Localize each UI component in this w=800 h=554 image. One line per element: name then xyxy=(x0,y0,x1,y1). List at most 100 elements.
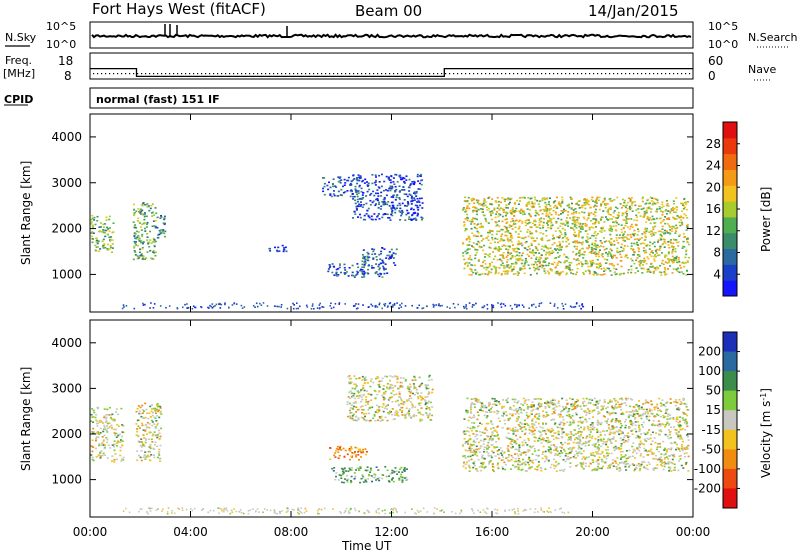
heatmap-cell xyxy=(650,218,653,221)
heatmap-cell xyxy=(90,219,93,221)
heatmap-cell xyxy=(495,213,498,215)
heatmap-cell xyxy=(670,230,673,233)
heatmap-cell xyxy=(520,254,523,257)
heatmap-cell xyxy=(596,465,599,468)
heatmap-cell xyxy=(593,244,596,247)
heatmap-cell xyxy=(93,411,96,414)
heatmap-cell xyxy=(464,263,466,265)
heatmap-cell xyxy=(350,412,353,414)
heatmap-cell xyxy=(147,426,150,429)
heatmap-cell xyxy=(387,201,390,203)
heatmap-cell xyxy=(328,266,331,269)
heatmap-cell xyxy=(624,255,627,258)
heatmap-cell xyxy=(622,234,624,237)
heatmap-cell xyxy=(582,402,585,405)
heatmap-cell xyxy=(619,203,622,205)
heatmap-cell xyxy=(577,259,580,262)
heatmap-cell xyxy=(410,397,413,400)
heatmap-cell xyxy=(645,251,648,254)
heatmap-cell xyxy=(361,260,364,262)
heatmap-cell xyxy=(667,252,670,255)
heatmap-cell xyxy=(468,207,471,210)
heatmap-cell xyxy=(413,191,416,193)
heatmap-cell xyxy=(146,203,149,205)
heatmap-cell xyxy=(473,304,475,306)
heatmap-cell xyxy=(336,445,339,448)
heatmap-cell xyxy=(113,432,116,434)
heatmap-cell xyxy=(488,253,491,255)
heatmap-cell xyxy=(400,402,403,405)
heatmap-cell xyxy=(100,231,103,233)
heatmap-cell xyxy=(135,423,138,425)
heatmap-cell xyxy=(570,450,573,453)
heatmap-cell xyxy=(146,454,149,457)
heatmap-cell xyxy=(569,217,572,219)
heatmap-cell xyxy=(106,248,109,250)
heatmap-cell xyxy=(592,226,595,229)
heatmap-cell xyxy=(666,232,669,234)
heatmap-cell xyxy=(381,477,384,480)
heatmap-cell xyxy=(570,198,573,200)
heatmap-cell xyxy=(539,261,541,263)
heatmap-cell xyxy=(470,412,473,414)
heatmap-cell xyxy=(618,274,621,276)
heatmap-cell xyxy=(374,198,377,201)
heatmap-cell xyxy=(415,192,418,194)
heatmap-cell xyxy=(674,227,677,230)
heatmap-cell xyxy=(665,449,668,451)
heatmap-cell xyxy=(659,245,662,248)
heatmap-cell xyxy=(154,407,157,410)
heatmap-cell xyxy=(98,433,101,435)
heatmap-cell xyxy=(403,477,406,479)
heatmap-cell xyxy=(532,263,535,266)
heatmap-cell xyxy=(675,255,678,258)
heatmap-cell xyxy=(564,455,567,457)
heatmap-cell xyxy=(614,273,617,276)
heatmap-cell xyxy=(159,231,162,233)
heatmap-cell xyxy=(575,273,577,276)
heatmap-cell xyxy=(408,386,411,389)
heatmap-cell xyxy=(595,246,598,249)
heatmap-cell xyxy=(405,479,408,481)
heatmap-cell xyxy=(518,252,521,254)
heatmap-cell xyxy=(545,411,548,414)
heatmap-cell xyxy=(338,454,341,457)
heatmap-cell xyxy=(687,261,689,263)
heatmap-cell xyxy=(632,415,635,417)
heatmap-cell xyxy=(558,244,561,247)
heatmap-cell xyxy=(383,272,386,275)
heatmap-cell xyxy=(138,251,141,254)
heatmap-cell xyxy=(155,412,157,414)
heatmap-cell xyxy=(597,447,600,450)
heatmap-cell xyxy=(544,246,547,248)
heatmap-cell xyxy=(525,399,527,401)
heatmap-cell xyxy=(91,439,94,442)
heatmap-cell xyxy=(547,439,550,442)
heatmap-cell xyxy=(630,245,633,247)
heatmap-cell xyxy=(559,231,562,234)
heatmap-cell xyxy=(369,204,372,206)
heatmap-cell xyxy=(329,305,331,307)
heatmap-cell xyxy=(490,271,493,274)
nave-dot xyxy=(305,73,307,75)
heatmap-cell xyxy=(636,241,638,244)
heatmap-cell xyxy=(568,264,571,266)
heatmap-cell xyxy=(152,407,155,410)
nave-dot xyxy=(433,73,435,75)
heatmap-cell xyxy=(594,204,597,207)
heatmap-cell xyxy=(601,450,604,453)
heatmap-cell xyxy=(93,219,96,221)
heatmap-cell xyxy=(569,305,572,308)
heatmap-cell xyxy=(500,452,503,454)
heatmap-cell xyxy=(362,417,365,419)
heatmap-cell xyxy=(159,217,162,219)
heatmap-cell xyxy=(524,419,526,422)
heatmap-cell xyxy=(577,200,580,202)
heatmap-cell xyxy=(466,238,469,240)
noise-trace xyxy=(91,24,692,39)
nave-dot xyxy=(365,73,367,75)
heatmap-cell xyxy=(630,204,633,206)
heatmap-cell xyxy=(401,471,404,473)
heatmap-cell xyxy=(637,250,640,253)
heatmap-cell xyxy=(487,197,490,199)
